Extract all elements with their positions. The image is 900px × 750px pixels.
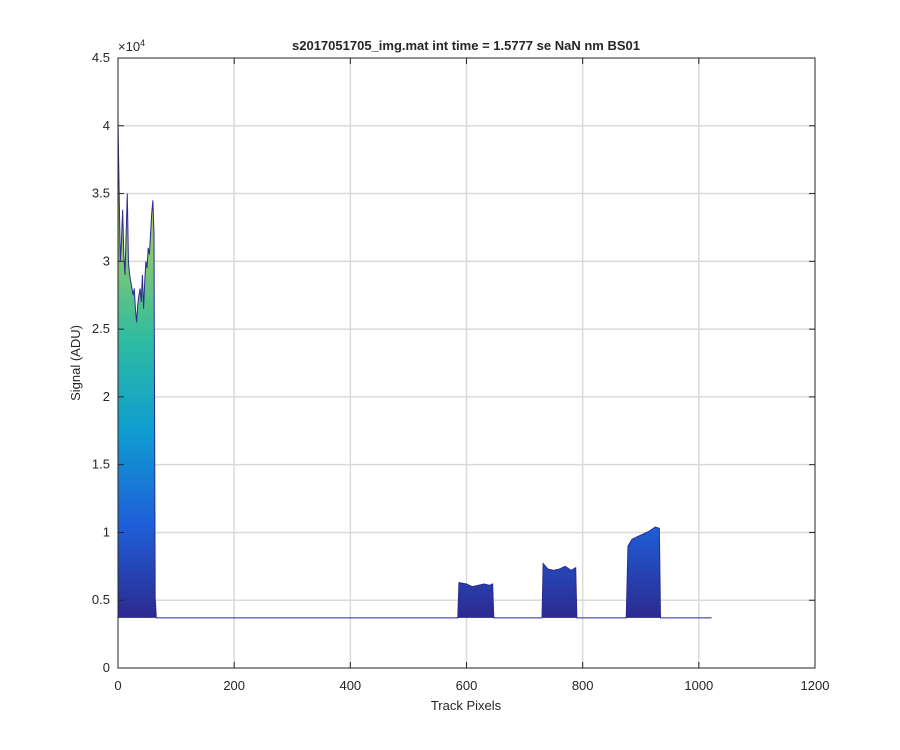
x-tick-label: 1200 [801,678,830,693]
signal-area [118,119,712,618]
x-tick-label: 200 [223,678,245,693]
x-tick-label: 0 [114,678,121,693]
x-tick-label: 1000 [684,678,713,693]
y-tick-label: 4.5 [92,50,110,65]
y-tick-label: 0 [103,660,110,675]
x-axis-title: Track Pixels [431,698,502,713]
y-tick-label: 1 [103,524,110,539]
y-exponent-power: 4 [140,38,145,48]
plot-area [118,118,712,619]
y-tick-label: 2 [103,389,110,404]
x-tick-label: 400 [339,678,361,693]
y-tick-label: 3 [103,253,110,268]
y-axis-title: Signal (ADU) [68,325,83,401]
x-tick-label: 600 [456,678,478,693]
y-tick-label: 2.5 [92,321,110,336]
y-exponent-label: ×104 [118,38,145,54]
y-tick-label: 1.5 [92,457,110,472]
chart-title: s2017051705_img.mat int time = 1.5777 se… [292,38,640,53]
axes: 0 200 400 600 800 1000 1200 0 0.5 1 1.5 2 2.5 3 3.5 4 4.… [92,50,830,693]
y-tick-label: 4 [103,118,110,133]
y-tick-label: 3.5 [92,186,110,201]
signal-line [118,118,712,619]
grid [118,58,815,668]
y-tick-label: 0.5 [92,592,110,607]
x-tick-label: 800 [572,678,594,693]
